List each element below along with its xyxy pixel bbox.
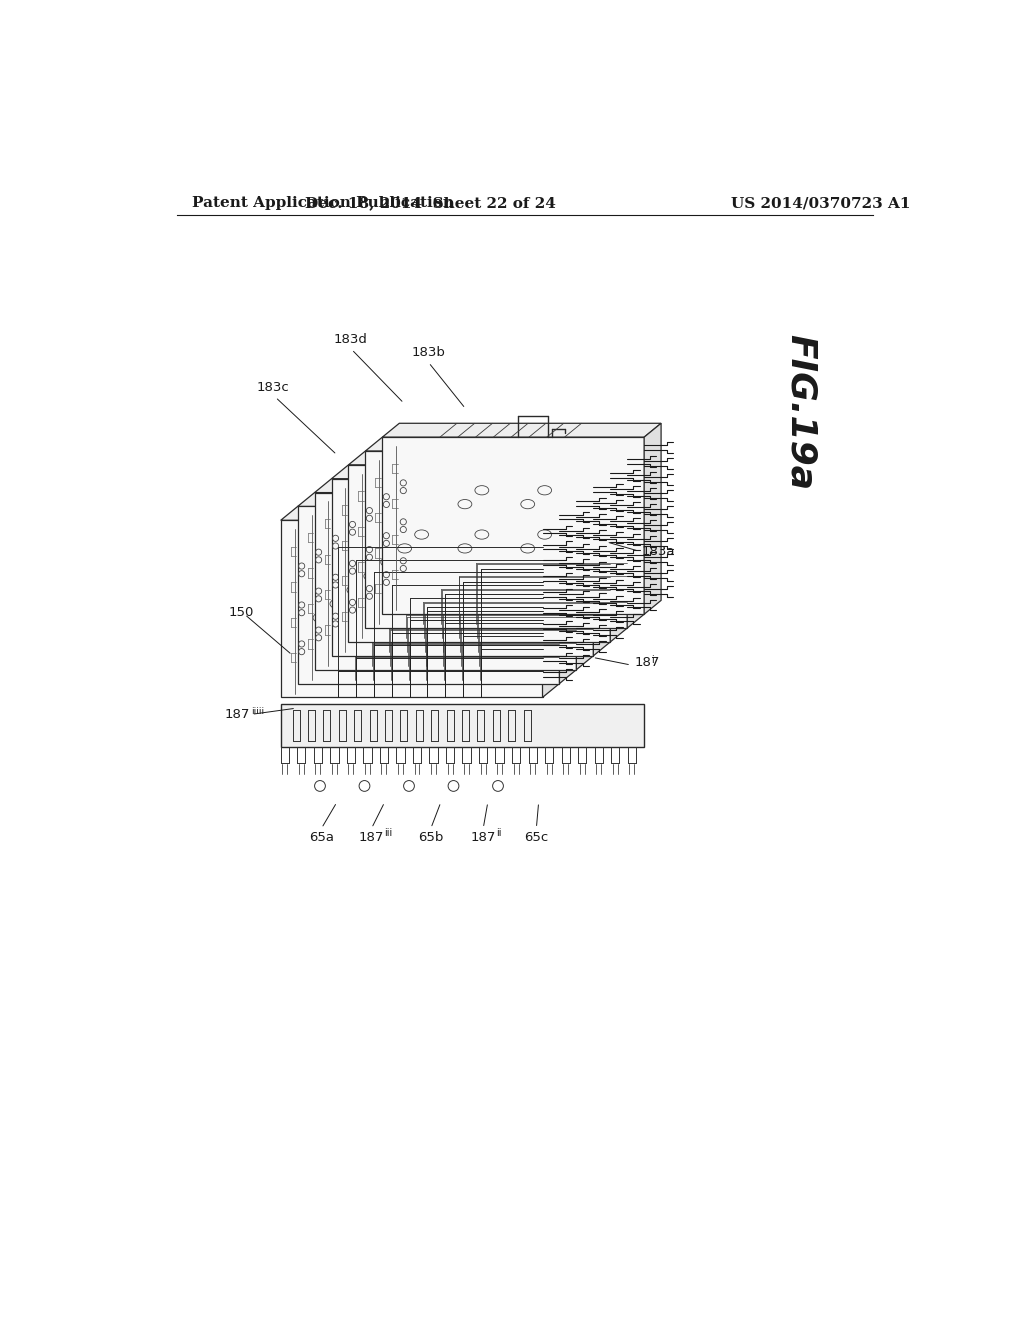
Text: ii: ii <box>496 828 502 837</box>
Text: 183c: 183c <box>257 381 290 395</box>
Polygon shape <box>543 507 559 697</box>
Text: iii: iii <box>384 828 392 837</box>
Text: 65b: 65b <box>418 832 443 845</box>
Text: FIG.19a: FIG.19a <box>783 334 817 491</box>
Text: 183d: 183d <box>333 333 367 346</box>
Polygon shape <box>314 479 593 492</box>
Polygon shape <box>298 507 559 684</box>
Polygon shape <box>281 520 543 697</box>
Polygon shape <box>382 437 644 614</box>
Polygon shape <box>332 465 610 479</box>
Polygon shape <box>366 451 628 628</box>
Polygon shape <box>348 451 628 465</box>
Text: US 2014/0370723 A1: US 2014/0370723 A1 <box>731 197 910 210</box>
Polygon shape <box>366 437 644 451</box>
Text: i: i <box>651 655 654 665</box>
Polygon shape <box>628 437 644 628</box>
Text: 187: 187 <box>634 656 659 669</box>
Polygon shape <box>348 465 610 642</box>
Polygon shape <box>281 507 559 520</box>
Text: Dec. 18, 2014  Sheet 22 of 24: Dec. 18, 2014 Sheet 22 of 24 <box>305 197 556 210</box>
Polygon shape <box>559 492 577 684</box>
Text: 187: 187 <box>471 832 496 845</box>
Text: 183b: 183b <box>412 346 445 359</box>
Polygon shape <box>610 451 628 642</box>
Polygon shape <box>314 492 577 669</box>
Polygon shape <box>644 424 662 614</box>
Text: 65c: 65c <box>524 832 549 845</box>
Text: 183a: 183a <box>642 545 676 557</box>
Polygon shape <box>577 479 593 669</box>
Polygon shape <box>298 492 577 507</box>
Text: iiiii: iiiii <box>251 706 264 715</box>
Text: Patent Application Publication: Patent Application Publication <box>193 197 455 210</box>
Text: 65a: 65a <box>309 832 334 845</box>
Polygon shape <box>593 465 610 656</box>
Text: 187: 187 <box>358 832 384 845</box>
Polygon shape <box>281 704 644 747</box>
Polygon shape <box>382 424 662 437</box>
Text: 187: 187 <box>224 708 250 721</box>
Polygon shape <box>332 479 593 656</box>
Text: 150: 150 <box>228 606 254 619</box>
